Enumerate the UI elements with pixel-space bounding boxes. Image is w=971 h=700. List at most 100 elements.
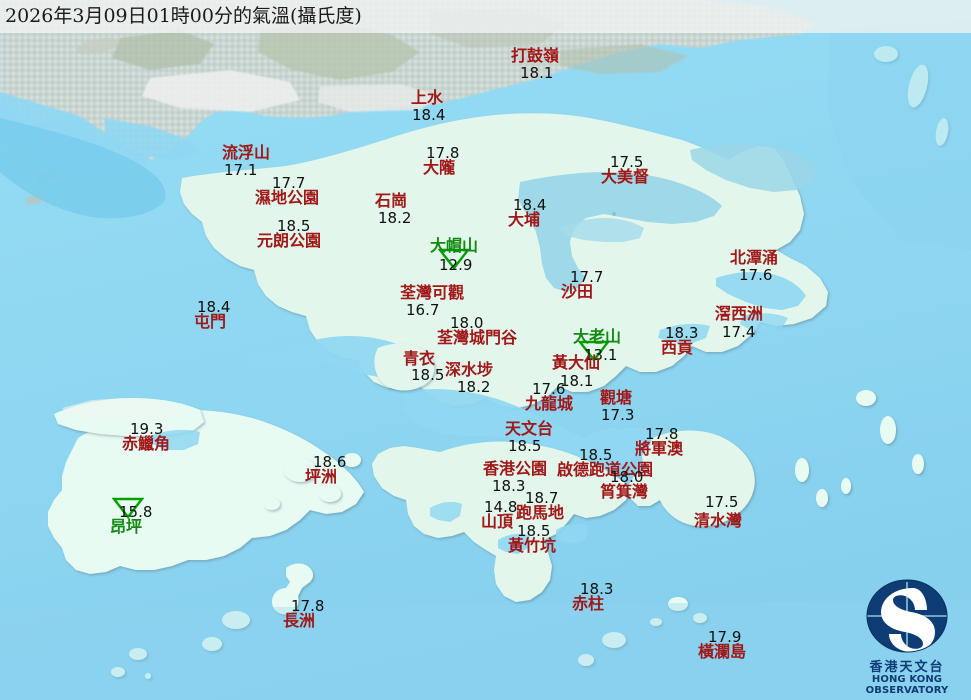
station-temperature-value: 17.4 [722,323,756,341]
station-temperature-value: 18.4 [412,106,446,124]
station-temperature-value: 18.3 [580,580,614,598]
station-name: 大老山 [573,327,622,346]
mirs-bay [828,20,971,250]
station-temperature-value: 18.2 [378,209,412,227]
mainland-china-landmass [0,0,815,205]
lantau-island [48,410,364,574]
highland-station-marker-triangle [438,248,470,270]
station-name: 將軍澳 [635,439,684,458]
station-name: 啟德跑道公園 [557,460,654,479]
station-name: 筲箕灣 [600,482,649,501]
station-name: 觀塘 [600,388,633,407]
station-name: 沙田 [561,282,594,301]
station-temperature-value: 17.7 [570,268,604,286]
station-name: 大隴 [423,158,456,177]
station-name: 石崗 [375,191,408,210]
hong-kong-island [372,441,630,602]
hk-island-bays [430,501,588,554]
station-name: 香港公園 [483,459,548,478]
station-name: 青衣 [403,349,436,368]
clear-water-bay-peninsula [628,430,755,527]
south-sea-tint [0,600,971,700]
station-temperature-value: 17.5 [610,153,644,171]
station-temperature-value: 17.1 [224,161,258,179]
station-name: 西貢 [661,338,694,357]
victoria-harbour [404,389,638,468]
station-temperature-value: 14.8 [484,498,518,516]
station-temperature-value: 17.6 [739,266,773,284]
hko-logo-name-en: HONG KONG OBSERVATORY [865,674,949,696]
hko-logo-mark [866,579,948,653]
hko-logo-name-zh: 香港天文台 [869,660,945,675]
station-name: 滘西洲 [715,304,764,323]
station-name: 大帽山 [430,236,479,255]
station-name: 大埔 [508,210,541,229]
station-temperature-value: 17.8 [426,144,460,162]
hko-logo: 香港天文台 HONG KONG OBSERVATORY [843,578,971,700]
station-temperature-value: 15.8 [119,503,153,521]
station-temperature-value: 12.9 [439,256,473,274]
station-temperature-value: 16.7 [406,301,440,319]
station-temperature-value: 18.4 [197,298,231,316]
station-temperature-value: 18.2 [457,378,491,396]
chek-lap-kok-airport [54,398,204,436]
station-temperature-value: 18.5 [277,217,311,235]
page-title: 2026年3月09日01時00分的氣溫(攝氏度) [5,5,362,27]
station-name: 赤柱 [572,594,605,613]
station-temperature-value: 17.8 [291,597,325,615]
station-name: 天文台 [505,419,554,438]
title-bar: 2026年3月09日01時00分的氣溫(攝氏度) [0,0,971,33]
station-temperature-value: 19.3 [130,420,164,438]
station-temperature-value: 17.5 [705,493,739,511]
station-name: 流浮山 [222,143,271,162]
station-temperature-value: 18.5 [517,522,551,540]
station-temperature-value: 18.0 [450,314,484,332]
tolo-harbour [518,172,722,292]
station-temperature-value: 18.6 [313,453,347,471]
east-islets [795,390,924,507]
station-name: 橫瀾島 [698,642,747,661]
station-name: 荃灣城門谷 [437,328,518,347]
station-temperature-value: 18.3 [492,477,526,495]
station-name: 黃竹坑 [508,536,557,555]
station-name: 長洲 [283,611,316,630]
highland-station-marker-triangle [112,497,144,519]
tung-chung-bay [150,429,200,450]
station-name: 濕地公園 [255,188,320,207]
northeast-bays [690,143,816,192]
station-temperature-value: 13.1 [584,346,618,364]
station-name: 清水灣 [694,511,743,530]
deep-bay [0,118,166,219]
tsing-yi-island [374,343,435,391]
station-temperature-value: 17.8 [645,425,679,443]
station-temperature-value: 18.7 [525,489,559,507]
station-name: 山頂 [481,512,514,531]
station-temperature-value: 18.0 [610,468,644,486]
junk-bay [610,427,654,452]
station-name: 深水埗 [445,360,494,379]
station-temperature-value: 18.1 [560,372,594,390]
station-temperature-value: 18.1 [520,64,554,82]
station-temperature-value: 18.4 [513,196,547,214]
station-temperature-value: 17.9 [708,628,742,646]
station-temperature-value: 18.5 [411,366,445,384]
station-name: 跑馬地 [516,503,565,522]
station-temperature-value: 18.3 [665,324,699,342]
station-name: 黃大仙 [552,353,601,372]
station-name: 北潭涌 [730,248,779,267]
station-name: 上水 [411,88,444,107]
northeast-outer-islands [874,46,949,146]
southeast-islets [578,597,707,666]
station-temperature-value: 18.5 [508,437,542,455]
station-name: 九龍城 [525,394,574,413]
station-name: 打鼓嶺 [511,46,560,65]
sai-kung-inlets [658,271,806,344]
station-name: 屯門 [194,312,227,331]
highland-station-marker-triangle [578,340,610,362]
cheung-chau-island [272,563,313,615]
station-name: 元朗公園 [257,231,322,250]
station-name: 荃灣可觀 [400,283,465,302]
station-temperature-value: 17.3 [601,406,635,424]
